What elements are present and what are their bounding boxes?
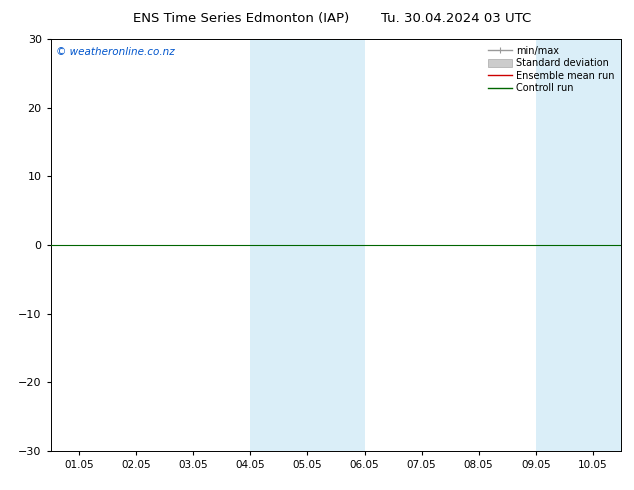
Bar [307, 39, 365, 451]
Text: Tu. 30.04.2024 03 UTC: Tu. 30.04.2024 03 UTC [382, 12, 531, 25]
Text: ENS Time Series Edmonton (IAP): ENS Time Series Edmonton (IAP) [133, 12, 349, 25]
Bar [250, 39, 307, 451]
Bar [593, 39, 634, 451]
Bar [536, 39, 593, 451]
Text: © weatheronline.co.nz: © weatheronline.co.nz [56, 48, 175, 57]
Legend: min/max, Standard deviation, Ensemble mean run, Controll run: min/max, Standard deviation, Ensemble me… [486, 44, 616, 95]
